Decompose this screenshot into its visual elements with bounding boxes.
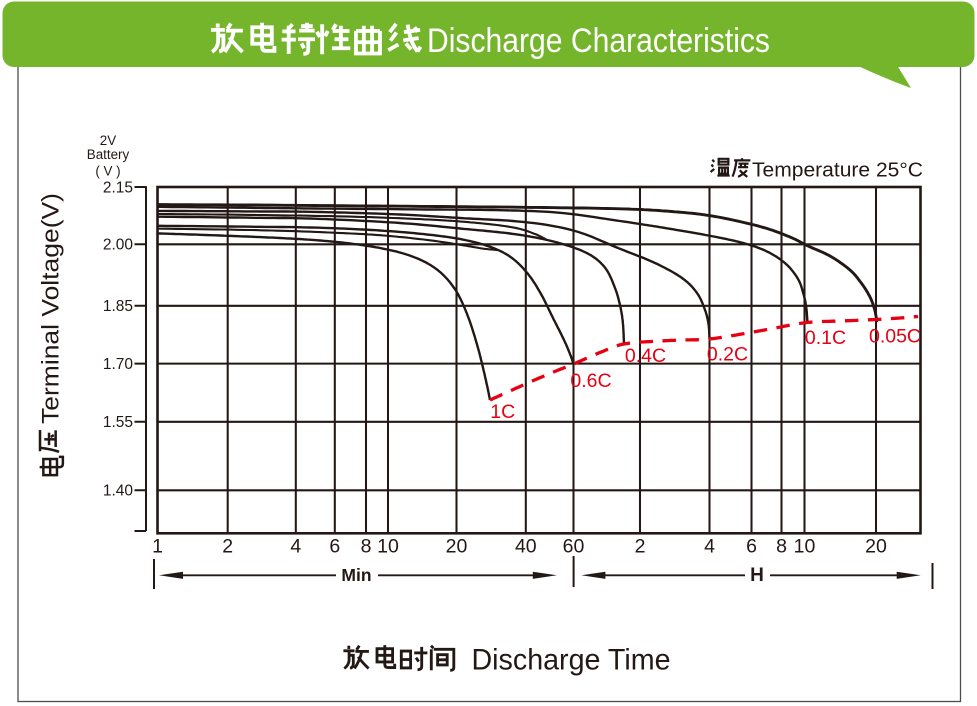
svg-text:0.6C: 0.6C [570, 370, 611, 392]
svg-text:0.2C: 0.2C [707, 344, 748, 366]
svg-text:1.85: 1.85 [103, 298, 133, 315]
svg-text:Discharge Time: Discharge Time [472, 643, 671, 676]
svg-text:1C: 1C [490, 401, 515, 423]
svg-text:Min: Min [341, 565, 371, 585]
svg-text:6: 6 [329, 536, 340, 558]
svg-text:20: 20 [446, 536, 468, 558]
svg-text:10: 10 [794, 536, 816, 558]
svg-text:Discharge Characteristics: Discharge Characteristics [427, 22, 770, 60]
svg-text:8: 8 [361, 536, 372, 558]
svg-text:60: 60 [563, 536, 585, 558]
svg-text:Terminal Voltage(V): Terminal Voltage(V) [38, 193, 65, 424]
svg-text:Temperature 25°C: Temperature 25°C [752, 159, 923, 182]
svg-text:20: 20 [865, 536, 887, 558]
svg-text:6: 6 [746, 536, 757, 558]
svg-text:0.1C: 0.1C [805, 327, 846, 349]
svg-text:2: 2 [222, 536, 233, 558]
svg-text:4: 4 [290, 536, 301, 558]
svg-text:0.4C: 0.4C [625, 345, 666, 367]
svg-text:40: 40 [515, 536, 537, 558]
svg-text:1.70: 1.70 [103, 356, 134, 373]
svg-text:2V: 2V [100, 133, 116, 148]
svg-text:1: 1 [152, 536, 163, 558]
svg-text:2.00: 2.00 [103, 237, 134, 254]
svg-text:Battery: Battery [87, 147, 130, 162]
svg-text:8: 8 [776, 536, 787, 558]
svg-text:H: H [750, 565, 764, 586]
svg-text:10: 10 [377, 536, 399, 558]
svg-text:( V ): ( V ) [95, 163, 120, 178]
svg-text:1.55: 1.55 [103, 414, 133, 431]
svg-text:0.05C: 0.05C [869, 326, 921, 348]
svg-text:4: 4 [704, 536, 715, 558]
svg-text:2.15: 2.15 [103, 179, 133, 196]
svg-text:1.40: 1.40 [103, 483, 134, 500]
svg-text:2: 2 [635, 536, 646, 558]
